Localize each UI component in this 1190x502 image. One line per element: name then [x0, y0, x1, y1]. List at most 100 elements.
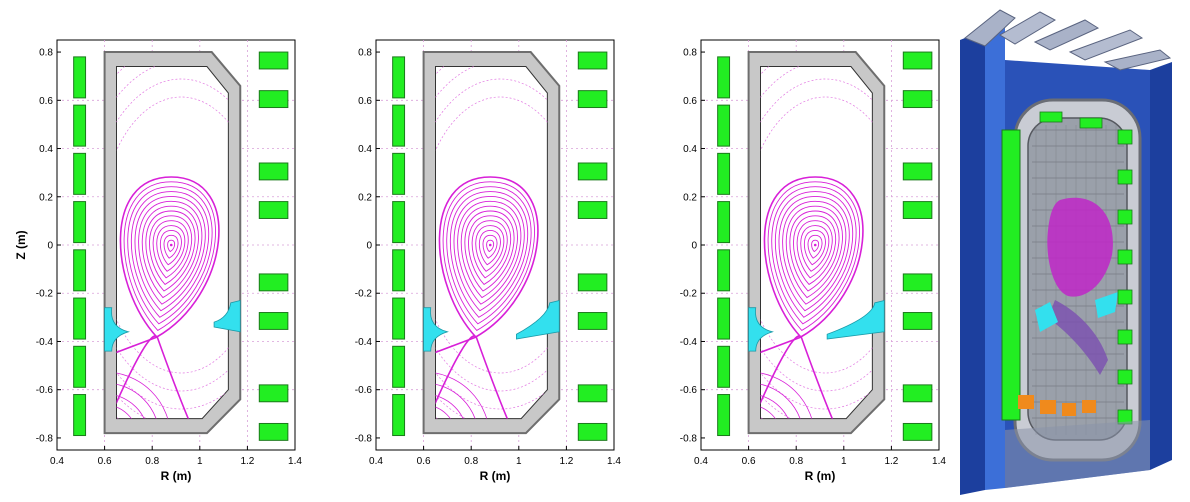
frame-left-face	[985, 22, 1005, 490]
closed-flux-surface	[471, 220, 508, 279]
outer-coil	[902, 51, 933, 70]
inner-coil	[392, 345, 406, 388]
outer-coil	[258, 384, 289, 403]
outer-coil	[258, 201, 289, 219]
top-plate-5	[1103, 49, 1172, 71]
closed-flux-surface	[771, 186, 857, 325]
closed-flux-surface	[152, 220, 189, 279]
closed-flux-surface	[475, 225, 505, 272]
x-tick-label: 1	[197, 456, 203, 467]
tokamak-cutaway-3d-model	[960, 9, 1172, 495]
inner-coil	[392, 201, 406, 244]
outer-divertor	[826, 299, 885, 340]
separatrix-lower-leg	[116, 335, 158, 419]
y-tick-label: 0.6	[39, 96, 53, 107]
closed-flux-surface	[482, 234, 498, 259]
inner-coil	[73, 345, 87, 388]
inner-coil	[717, 345, 731, 388]
closed-flux-surface	[468, 215, 512, 285]
open-flux-line	[760, 78, 873, 392]
closed-flux-surface	[163, 234, 179, 259]
outer-divertor	[213, 299, 241, 333]
outer-coil	[902, 422, 933, 441]
top-plate-1	[964, 9, 1016, 47]
outer-coil	[258, 51, 289, 70]
y-tick-label: -0.8	[36, 433, 54, 444]
closed-flux-surface	[785, 205, 843, 299]
y-tick-label: 0.2	[358, 192, 372, 203]
outer-coil	[577, 273, 608, 292]
inner-coil	[392, 394, 406, 437]
separatrix-outer-leg	[800, 336, 836, 419]
y-tick-label: -0.6	[36, 385, 54, 396]
outer-coil	[577, 51, 608, 70]
x-tick-label: 0.8	[789, 456, 803, 467]
magnetic-axis	[813, 243, 817, 247]
inner-coil	[717, 297, 731, 340]
magnetic-axis	[169, 243, 173, 247]
x-tick-label: 0.8	[145, 456, 159, 467]
closed-flux-surface	[457, 200, 522, 305]
x-tick-label: 0.4	[369, 456, 383, 467]
outer-coil	[902, 312, 933, 330]
inner-coil	[392, 249, 406, 292]
model-top-coil	[1039, 111, 1063, 123]
open-flux-line	[116, 78, 229, 392]
inner-coil	[392, 152, 406, 195]
vessel-inner-boundary	[116, 66, 229, 420]
orange-part-2	[1040, 400, 1056, 414]
outer-coil	[258, 312, 289, 330]
x-tick-label: 1	[841, 456, 847, 467]
y-tick-label: -0.2	[355, 289, 373, 300]
closed-flux-surface	[156, 225, 186, 272]
x-tick-label: 0.6	[417, 456, 431, 467]
x-axis-label: R (m)	[480, 469, 511, 483]
y-tick-label: 0	[47, 241, 53, 252]
orange-part-3	[1062, 403, 1076, 416]
closed-flux-surface	[130, 191, 210, 318]
inner-divertor	[748, 307, 774, 352]
inner-coil	[392, 56, 406, 99]
outer-coil	[577, 162, 608, 181]
closed-flux-surface	[478, 229, 501, 266]
plasma-leg	[1048, 300, 1108, 375]
panel-3: 0.4 0.6 0.8 1 1.2 1.4 0.8 0.6 0.4 0.2 0 -0.2 -0.4 -0.…	[680, 39, 946, 483]
closed-flux-surface	[803, 229, 826, 266]
model-outer-coil	[1117, 209, 1133, 225]
y-tick-label: 0.8	[683, 48, 697, 59]
separatrix-lower-leg	[435, 335, 477, 419]
closed-flux-surface	[800, 225, 830, 272]
y-tick-label: 0.4	[39, 144, 53, 155]
closed-flux-surface	[486, 239, 495, 253]
closed-flux-surface	[782, 200, 847, 305]
inner-coil	[73, 152, 87, 195]
outer-coil	[902, 201, 933, 219]
inner-coil	[73, 249, 87, 292]
closed-flux-surface	[793, 215, 837, 285]
x-tick-label: 1.2	[884, 456, 898, 467]
closed-flux-surface	[446, 186, 532, 325]
inner-divertor	[104, 307, 130, 352]
outer-coil	[258, 422, 289, 441]
y-tick-label: 0.2	[683, 192, 697, 203]
closed-flux-surface	[789, 210, 840, 292]
closed-flux-surface	[442, 181, 535, 331]
closed-flux-surface	[460, 205, 518, 299]
y-tick-label: 0	[691, 241, 697, 252]
magnetic-axis	[488, 243, 492, 247]
outer-coil	[577, 422, 608, 441]
x-tick-label: 0.8	[464, 456, 478, 467]
central-solenoid-model	[1001, 129, 1021, 421]
inner-coil	[717, 104, 731, 147]
y-tick-label: -0.2	[36, 289, 54, 300]
closed-flux-surface	[767, 181, 860, 331]
plasma-cutaway	[1047, 197, 1113, 297]
closed-flux-surface	[127, 186, 213, 325]
closed-flux-surface	[464, 210, 515, 292]
y-tick-label: 0.4	[683, 144, 697, 155]
y-tick-label: -0.6	[355, 385, 373, 396]
outer-coil	[902, 162, 933, 181]
outer-coil	[902, 90, 933, 109]
divertor-inner-cutaway	[1035, 302, 1058, 332]
inner-coil	[73, 104, 87, 147]
